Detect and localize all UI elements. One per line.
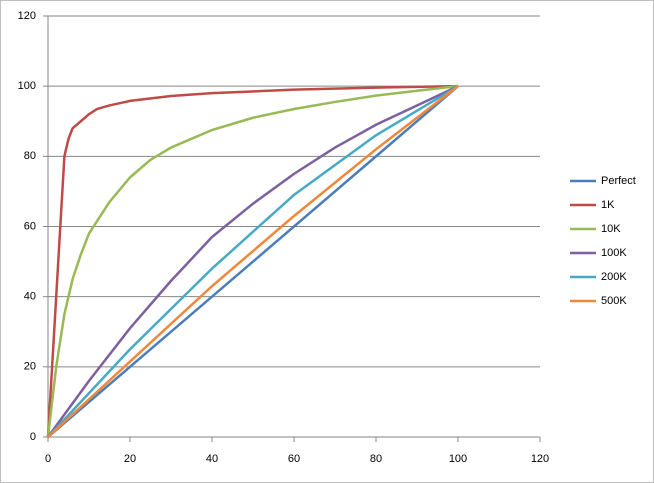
legend-label: 1K (601, 199, 615, 211)
x-tick-label: 40 (206, 453, 218, 465)
series-line (46, 85, 459, 438)
x-tick-label: 0 (45, 453, 51, 465)
series-line (46, 84, 459, 438)
y-tick-label: 60 (24, 220, 36, 232)
y-tick-label: 0 (30, 431, 36, 443)
x-tick-label: 120 (531, 453, 549, 465)
x-tick-label: 20 (124, 453, 136, 465)
series-line (47, 85, 459, 438)
legend-label: 100K (601, 247, 627, 259)
legend-label: 10K (601, 223, 621, 235)
series-line (47, 85, 459, 438)
y-tick-label: 40 (24, 291, 36, 303)
series-line (47, 85, 459, 438)
y-tick-label: 100 (18, 80, 36, 92)
legend-label: 200K (601, 271, 627, 283)
y-tick-label: 20 (24, 361, 36, 373)
y-tick-label: 120 (18, 10, 36, 22)
x-tick-label: 100 (449, 453, 467, 465)
series-line (46, 84, 459, 438)
y-tick-label: 80 (24, 150, 36, 162)
x-tick-label: 80 (370, 453, 382, 465)
x-tick-label: 60 (288, 453, 300, 465)
legend-label: 500K (601, 295, 627, 307)
legend-label: Perfect (601, 175, 636, 187)
